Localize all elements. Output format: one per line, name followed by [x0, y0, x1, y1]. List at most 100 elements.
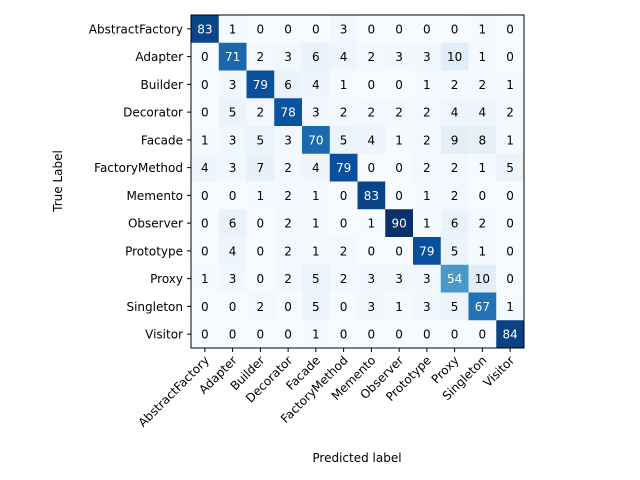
heatmap-cell [274, 264, 303, 293]
heatmap-cell [218, 292, 247, 321]
cell-value-label: 1 [229, 22, 237, 36]
heatmap-cell [218, 153, 247, 182]
heatmap-cell [413, 237, 442, 266]
heatmap-cell [496, 209, 525, 238]
heatmap-cell [302, 126, 331, 155]
cell-value-label: 2 [284, 244, 292, 258]
heatmap-cell [468, 126, 497, 155]
cell-value-label: 0 [395, 161, 403, 175]
y-tick-label: Adapter [135, 50, 183, 64]
heatmap-cell [218, 70, 247, 99]
cell-value-label: 1 [423, 78, 431, 92]
cell-value-label: 1 [506, 133, 514, 147]
cell-value-label: 2 [284, 272, 292, 286]
cell-value-label: 0 [201, 50, 209, 64]
heatmap-cells [191, 15, 525, 349]
cell-value-label: 5 [451, 244, 459, 258]
cell-value-label: 0 [340, 328, 348, 342]
cell-value-label: 1 [201, 133, 209, 147]
heatmap-cell [440, 292, 469, 321]
heatmap-cell [385, 292, 414, 321]
y-tick-label: Singleton [126, 300, 183, 314]
heatmap-cell [302, 237, 331, 266]
cell-value-label: 0 [201, 189, 209, 203]
heatmap-cell [218, 181, 247, 210]
cell-value-label: 9 [451, 133, 459, 147]
heatmap-cell [496, 292, 525, 321]
cell-value-label: 2 [284, 189, 292, 203]
heatmap-cell [413, 15, 442, 44]
cell-value-label: 0 [395, 328, 403, 342]
y-tick-label: Facade [141, 133, 183, 147]
cell-value-label: 0 [479, 189, 487, 203]
heatmap-cell [468, 181, 497, 210]
cell-value-label: 3 [423, 300, 431, 314]
heatmap-cell [440, 264, 469, 293]
heatmap-cell [246, 237, 275, 266]
heatmap-cell [357, 320, 386, 349]
cell-value-label: 3 [395, 272, 403, 286]
heatmap-cell [274, 126, 303, 155]
cell-value-label: 79 [253, 78, 268, 92]
cell-value-label: 0 [201, 217, 209, 231]
cell-value-label: 3 [423, 272, 431, 286]
cell-value-label: 3 [229, 133, 237, 147]
heatmap-cell [413, 292, 442, 321]
heatmap-cell [218, 209, 247, 238]
cell-value-label: 1 [312, 328, 320, 342]
heatmap-cell [357, 237, 386, 266]
heatmap-cell [302, 153, 331, 182]
heatmap-cell [246, 153, 275, 182]
heatmap-cell [246, 264, 275, 293]
cell-value-label: 0 [229, 300, 237, 314]
cell-value-label: 0 [395, 22, 403, 36]
cell-value-label: 5 [451, 300, 459, 314]
cell-value-label: 0 [340, 300, 348, 314]
heatmap-cell [413, 42, 442, 71]
cell-value-label: 1 [479, 244, 487, 258]
heatmap-cell [496, 153, 525, 182]
cell-value-label: 4 [312, 161, 320, 175]
y-axis: AbstractFactory Adapter Builder Decorator Fa… [89, 22, 191, 342]
cell-value-label: 0 [506, 50, 514, 64]
heatmap-cell [302, 70, 331, 99]
heatmap-cell [274, 292, 303, 321]
cell-value-label: 1 [479, 161, 487, 175]
heatmap-cell [496, 98, 525, 127]
heatmap-cell [302, 42, 331, 71]
heatmap-cell [440, 70, 469, 99]
cell-value-label: 1 [423, 217, 431, 231]
heatmap-cell [246, 42, 275, 71]
heatmap-cell [302, 209, 331, 238]
y-axis-label: True Label [51, 150, 65, 213]
heatmap-cell [385, 153, 414, 182]
heatmap-cell [246, 126, 275, 155]
heatmap-cell [329, 126, 358, 155]
cell-value-label: 1 [395, 300, 403, 314]
heatmap-cell [329, 264, 358, 293]
heatmap-cell [191, 237, 220, 266]
cell-value-label: 6 [451, 217, 459, 231]
cell-value-label: 2 [257, 50, 265, 64]
heatmap-cell [468, 42, 497, 71]
cell-value-label: 7 [257, 161, 265, 175]
heatmap-cell [274, 237, 303, 266]
heatmap-cell [191, 70, 220, 99]
cell-value-label: 2 [368, 50, 376, 64]
cell-value-label: 1 [423, 189, 431, 203]
cell-value-label: 0 [506, 22, 514, 36]
y-tick-label: FactoryMethod [94, 161, 183, 175]
heatmap-cell [357, 70, 386, 99]
cell-value-label: 4 [229, 244, 237, 258]
heatmap-cell [302, 98, 331, 127]
heatmap-cell [385, 98, 414, 127]
heatmap-cell [191, 292, 220, 321]
heatmap-cell [496, 264, 525, 293]
y-tick-label: Builder [141, 78, 184, 92]
cell-value-label: 2 [340, 244, 348, 258]
cell-value-label: 3 [423, 50, 431, 64]
heatmap-cell [246, 320, 275, 349]
heatmap-cell [385, 42, 414, 71]
cell-value-label: 2 [395, 106, 403, 120]
heatmap-cell [191, 264, 220, 293]
